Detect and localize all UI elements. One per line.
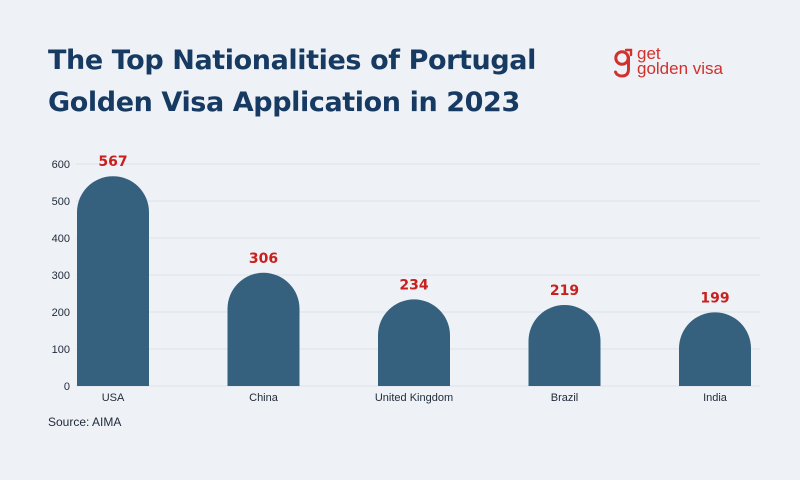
- x-tick-label: United Kingdom: [375, 392, 453, 404]
- chart-title: The Top Nationalities of Portugal Golden…: [48, 40, 568, 124]
- logo-text-get: get: [637, 44, 661, 63]
- bar-china: [227, 272, 300, 386]
- y-tick-label: 600: [52, 159, 70, 171]
- logo-text-golden-visa: golden visa: [637, 59, 724, 78]
- source-note: Source: AIMA: [48, 415, 122, 429]
- x-tick-label: Brazil: [551, 392, 579, 404]
- data-label: 234: [399, 277, 428, 293]
- data-label: 199: [700, 290, 729, 306]
- x-tick-label: China: [249, 392, 279, 404]
- x-tick-label: USA: [102, 392, 125, 404]
- y-tick-label: 100: [52, 344, 70, 356]
- chart-title-line-1: The Top Nationalities of Portugal: [48, 45, 536, 76]
- y-tick-label: 300: [52, 270, 70, 282]
- brand-logo: get golden visa: [613, 44, 763, 86]
- x-tick-label: India: [703, 392, 728, 404]
- data-label: 219: [550, 283, 579, 299]
- data-label: 567: [98, 154, 127, 170]
- bar-united-kingdom: [378, 299, 450, 386]
- bar-usa: [77, 176, 149, 386]
- chart-title-line-2: Golden Visa Application in 2023: [48, 87, 520, 118]
- y-tick-label: 0: [64, 381, 70, 393]
- logo-wordmark: get golden visa: [637, 44, 724, 78]
- y-tick-label: 400: [52, 233, 70, 245]
- bar-india: [679, 312, 751, 386]
- y-tick-label: 200: [52, 307, 70, 319]
- bar-brazil: [528, 304, 601, 386]
- logo-g-icon: [614, 48, 633, 78]
- y-tick-label: 500: [52, 196, 70, 208]
- data-label: 306: [249, 251, 278, 267]
